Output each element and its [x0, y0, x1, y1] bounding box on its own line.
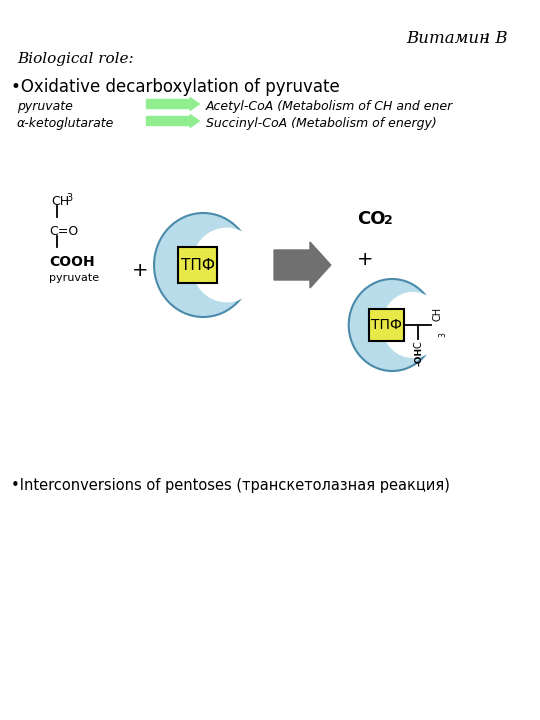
Circle shape [382, 292, 444, 358]
Circle shape [191, 228, 262, 302]
FancyArrow shape [146, 114, 199, 127]
Bar [369, 309, 404, 341]
Text: ТПФ: ТПФ [371, 318, 402, 332]
Text: 3: 3 [66, 193, 72, 203]
Text: COOH: COOH [49, 255, 94, 269]
Text: +: + [357, 250, 374, 269]
Text: Succinyl-CoA (Metabolism of energy): Succinyl-CoA (Metabolism of energy) [206, 117, 437, 130]
Text: 2: 2 [384, 214, 393, 227]
Text: +: + [132, 261, 148, 279]
FancyArrow shape [146, 97, 199, 110]
Text: 3: 3 [438, 332, 448, 337]
FancyArrow shape [274, 242, 331, 288]
Text: C: C [414, 341, 424, 348]
Text: C=O: C=O [49, 225, 78, 238]
Circle shape [154, 213, 252, 317]
Text: ТПФ: ТПФ [180, 258, 214, 272]
Text: CO: CO [357, 210, 386, 228]
Text: pyruvate: pyruvate [49, 273, 99, 283]
Text: CH: CH [433, 307, 443, 321]
Bar [178, 247, 218, 283]
Text: CH: CH [51, 195, 69, 208]
Text: Acetyl-CoA (Metabolism of CH and ener: Acetyl-CoA (Metabolism of CH and ener [206, 100, 453, 113]
Text: Biological role:: Biological role: [17, 52, 133, 66]
Text: Витамин B: Витамин B [407, 30, 508, 47]
Text: 1: 1 [482, 33, 490, 46]
Circle shape [349, 279, 436, 371]
Text: •Oxidative decarboxylation of pyruvate: •Oxidative decarboxylation of pyruvate [11, 78, 340, 96]
Text: -OH: -OH [414, 347, 423, 366]
Text: α-ketoglutarate: α-ketoglutarate [17, 117, 114, 130]
Text: pyruvate: pyruvate [17, 100, 73, 113]
Text: •Interconversions of pentoses (транскетолазная реакция): •Interconversions of pentoses (транскето… [11, 478, 450, 493]
